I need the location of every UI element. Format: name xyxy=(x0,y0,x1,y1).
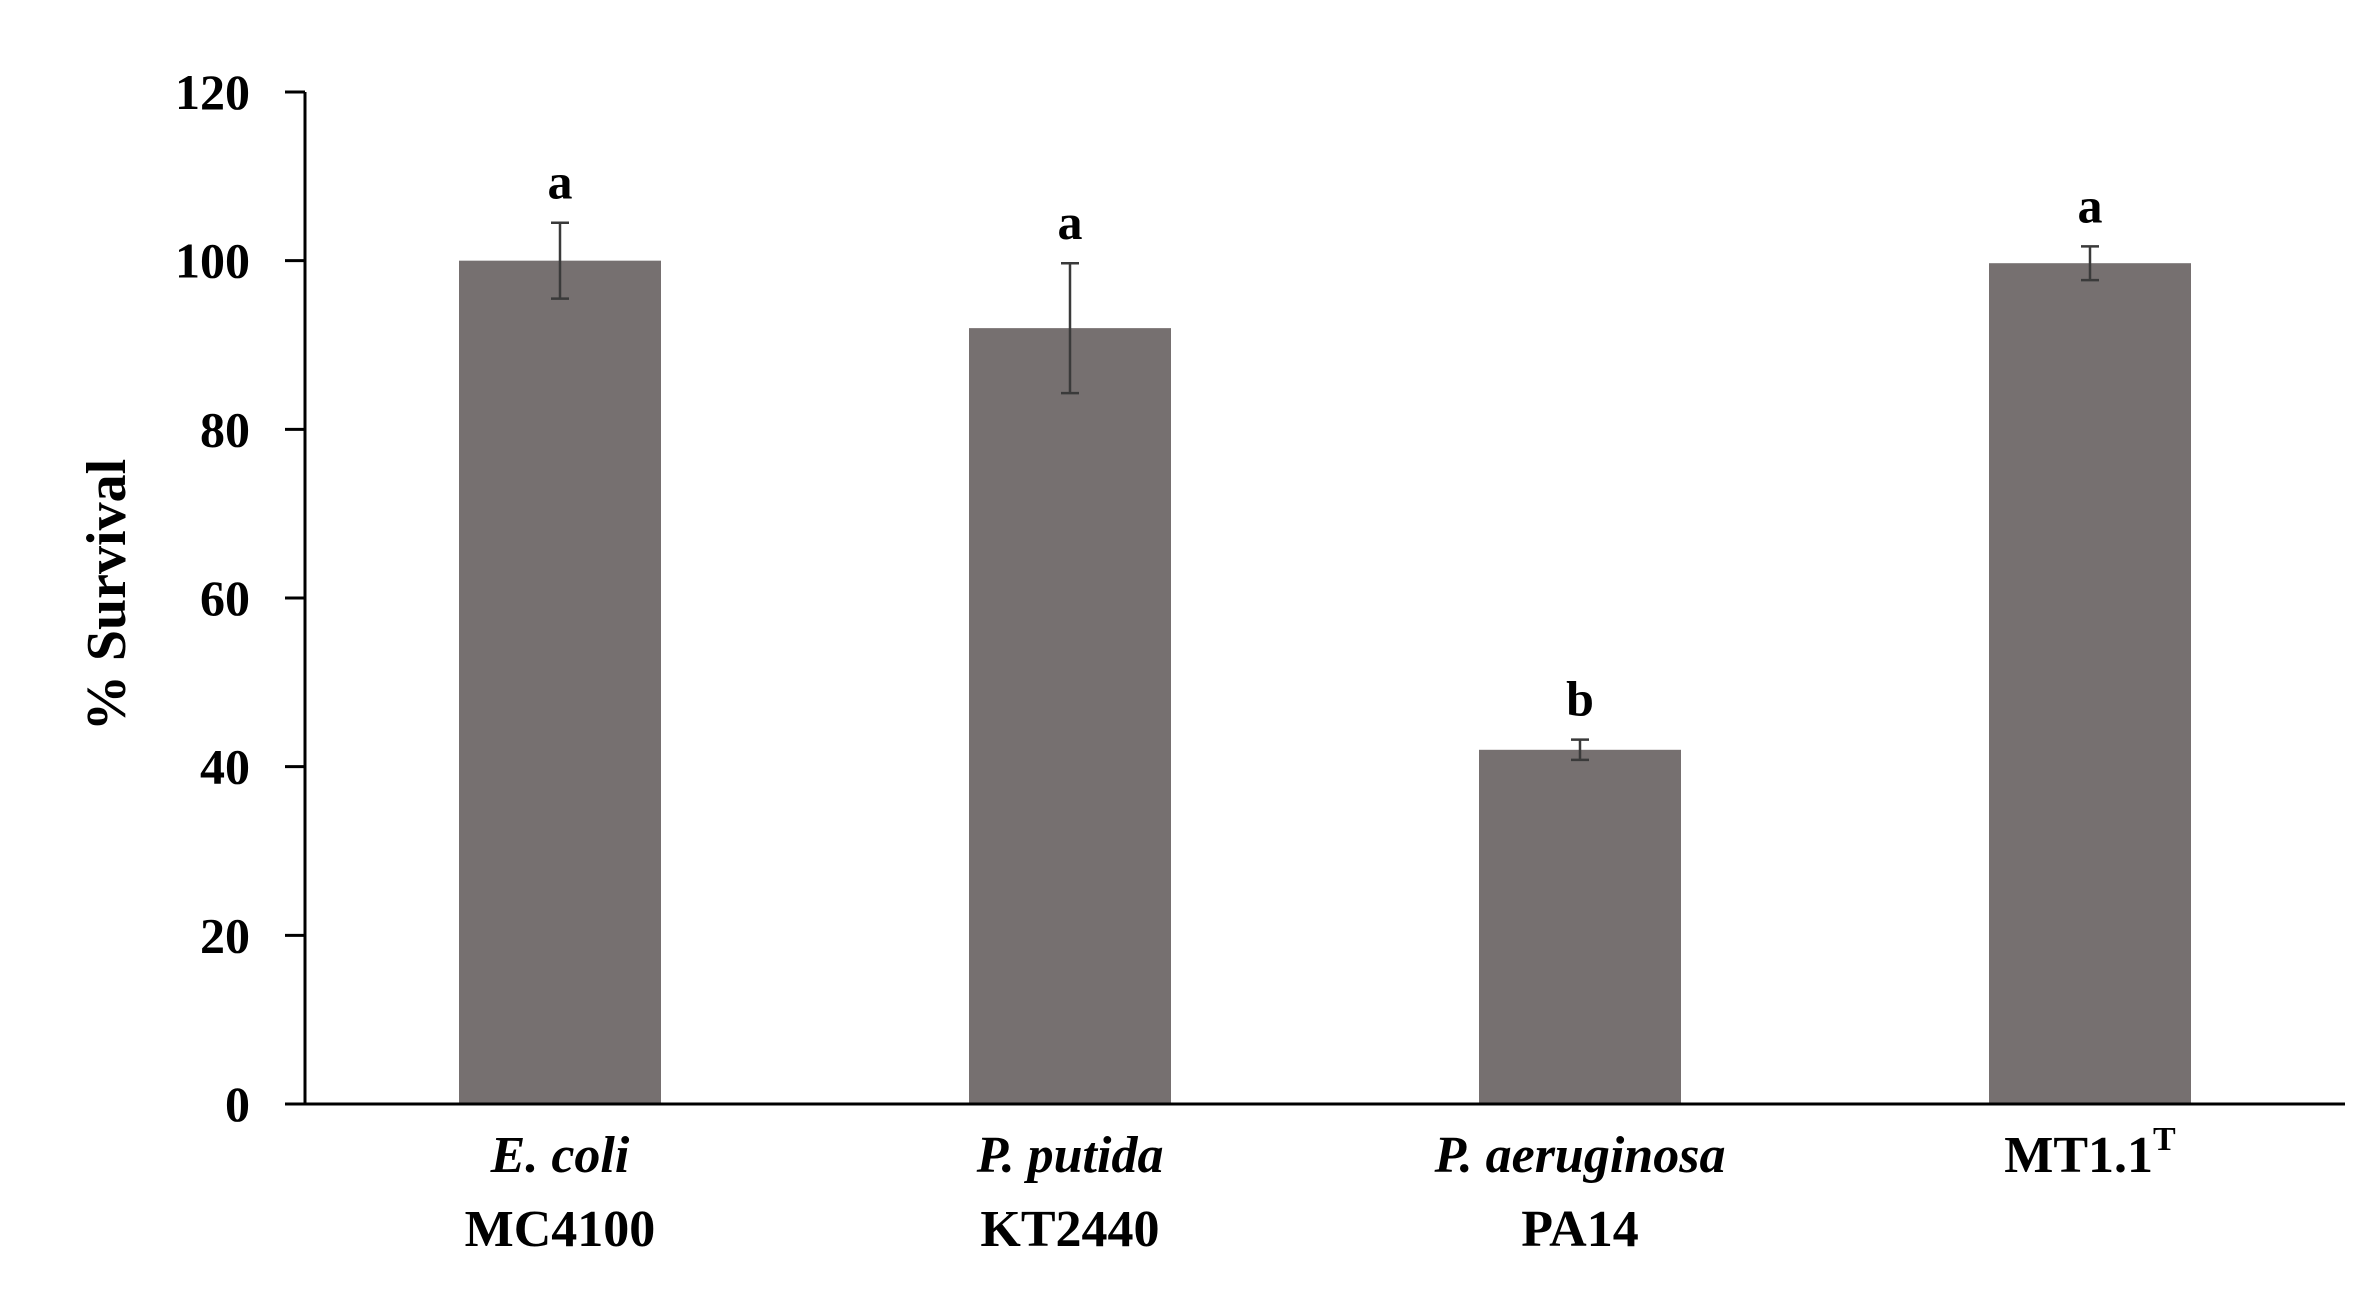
category-name: P. putida xyxy=(976,1127,1164,1184)
bar xyxy=(1989,263,2191,1104)
y-axis-ticks: 0 20 40 60 80 100 120 xyxy=(175,64,305,1132)
y-tick-label: 120 xyxy=(175,64,250,120)
category-label-line2: KT2440 xyxy=(980,1201,1159,1258)
significance-labels: a a b a xyxy=(548,154,2103,727)
category-labels: E. coli MC4100 P. putida KT2440 P. aeruginos… xyxy=(465,1121,2176,1258)
significance-letter: b xyxy=(1566,671,1594,727)
category-label-line1: P. putida xyxy=(976,1127,1164,1184)
category-label-line2: MC4100 xyxy=(465,1201,656,1258)
category-name: MT1.1 xyxy=(2004,1127,2153,1184)
y-tick-label: 60 xyxy=(200,570,250,626)
bar xyxy=(1479,749,1681,1104)
y-tick-label: 80 xyxy=(200,401,250,457)
category-name: E. coli xyxy=(490,1127,630,1184)
bar xyxy=(969,328,1171,1105)
y-tick-label: 20 xyxy=(200,907,250,963)
bar xyxy=(459,260,661,1105)
y-tick-label: 100 xyxy=(175,233,250,289)
significance-letter: a xyxy=(2078,177,2103,233)
category-label-line1: E. coli xyxy=(490,1127,630,1184)
error-bars xyxy=(551,221,2099,762)
significance-letter: a xyxy=(548,154,573,210)
category-label-line2: PA14 xyxy=(1521,1201,1638,1258)
bars xyxy=(459,260,2191,1105)
y-tick-label: 40 xyxy=(200,739,250,795)
significance-letter: a xyxy=(1058,194,1083,250)
category-name: P. aeruginosa xyxy=(1434,1127,1726,1184)
category-label-line1: MT1.1T xyxy=(2004,1121,2176,1184)
category-superscript: T xyxy=(2153,1121,2176,1158)
y-tick-label: 0 xyxy=(225,1076,250,1132)
category-label-line1: P. aeruginosa xyxy=(1434,1127,1726,1184)
y-axis-title: % Survival xyxy=(76,459,138,731)
